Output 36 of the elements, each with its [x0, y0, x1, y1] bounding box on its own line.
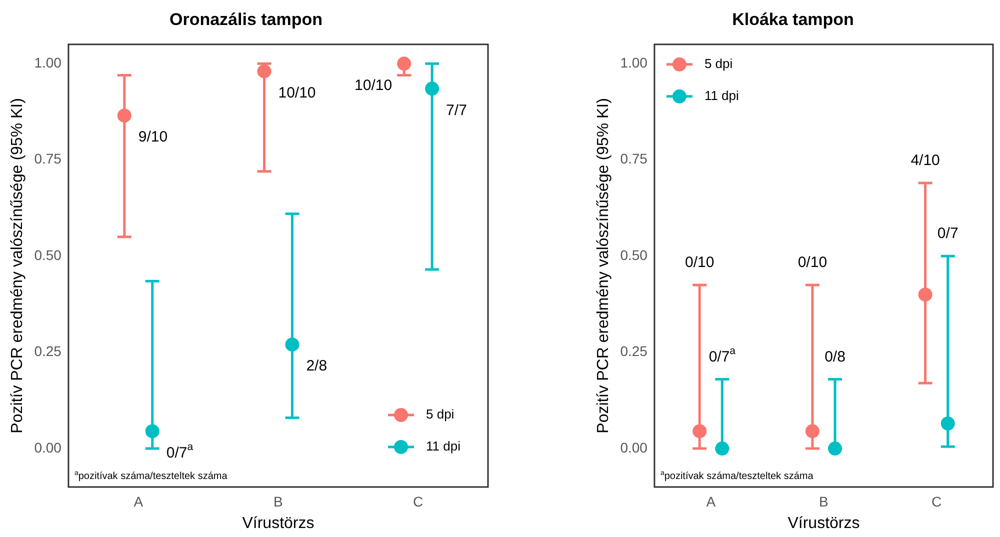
chart-title: Oronazális tampon — [169, 10, 323, 29]
legend-label: 11 dpi — [704, 88, 740, 103]
annotation: 7/7 — [446, 102, 467, 119]
x-axis-title: Vírustörzs — [242, 514, 314, 532]
x-tick-label: A — [706, 493, 716, 510]
chart-title: Kloáka tampon — [732, 10, 854, 29]
y-tick-label: 1.00 — [620, 54, 648, 71]
y-tick-label: 0.25 — [34, 343, 62, 360]
y-tick-label: 0.75 — [34, 150, 62, 167]
legend-label: 5 dpi — [704, 56, 733, 71]
y-tick-label: 0.50 — [34, 246, 62, 263]
annotation: 4/10 — [910, 152, 940, 170]
x-tick-label: B — [819, 493, 828, 510]
x-tick-label: B — [274, 493, 283, 510]
y-tick-label: 0.50 — [620, 246, 648, 263]
annotation: 0/10 — [798, 254, 828, 272]
annotation: 10/10 — [278, 84, 316, 102]
y-axis-title: Pozitív PCR eredmény valószínűsége (95% KI) — [9, 98, 26, 434]
x-tick-label: C — [932, 493, 942, 510]
y-tick-label: 0.75 — [620, 150, 648, 167]
annotation: 0/7 — [937, 225, 958, 242]
y-tick-label: 0.25 — [620, 343, 648, 360]
x-axis-title: Vírustörzs — [788, 514, 860, 532]
legend-label: 11 dpi — [426, 438, 461, 454]
legend-label: 5 dpi — [426, 406, 454, 422]
annotation: 10/10 — [354, 76, 392, 94]
y-tick-label: 1.00 — [34, 54, 62, 71]
annotation: 0/10 — [684, 254, 714, 272]
x-tick-label: C — [413, 493, 424, 510]
y-tick-label: 0.00 — [620, 439, 648, 456]
x-tick-label: A — [134, 493, 144, 510]
y-tick-label: 0.00 — [34, 439, 62, 456]
y-axis-title: Pozitív PCR eredmény valószínűsége (95% KI) — [595, 98, 612, 434]
annotation: 0/8 — [824, 348, 846, 366]
annotation: 9/10 — [138, 128, 168, 146]
annotation: 2/8 — [306, 358, 328, 375]
